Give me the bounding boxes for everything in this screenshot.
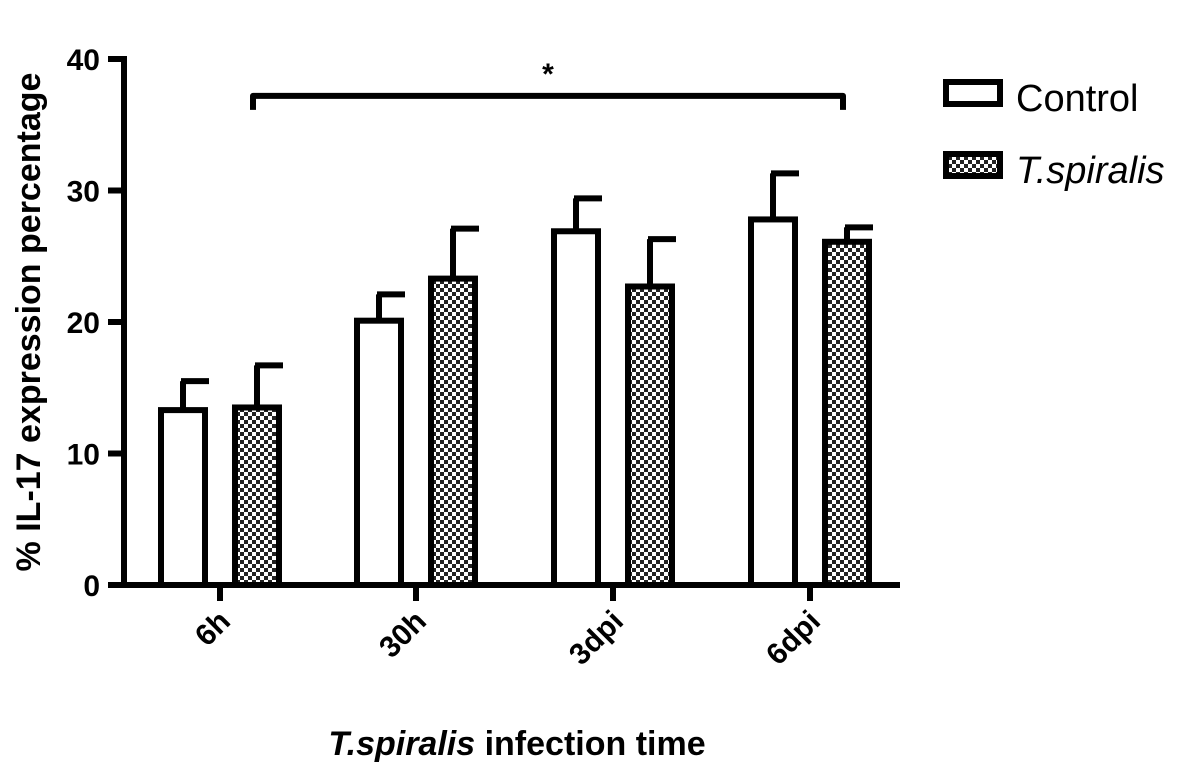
legend-swatch-control (943, 79, 1003, 107)
legend-label-tspiralis: T.spiralis (1016, 150, 1165, 192)
bar-control (748, 216, 798, 588)
bar-control (158, 407, 208, 589)
y-axis-title: % IL-17 expression percentage (10, 73, 48, 572)
x-tick-label: 3dpi (563, 605, 630, 672)
significance-label: * (542, 58, 554, 91)
bar-tspiralis (822, 238, 872, 588)
error-bars (180, 170, 873, 411)
x-axis-title: T.spiralis infection time (328, 725, 705, 763)
significance-line (250, 92, 846, 110)
bar-control (354, 317, 404, 588)
legend: Control T.spiralis (943, 78, 1165, 192)
x-tick-label: 6h (189, 605, 237, 653)
bars (158, 216, 872, 589)
legend-label-control: Control (1016, 78, 1139, 120)
x-ticks: 6h 30h 3dpi 6dpi (189, 585, 827, 672)
bar-control (551, 228, 601, 588)
y-tick-label: 0 (83, 570, 100, 603)
bar-tspiralis (625, 283, 675, 588)
bar-tspiralis (428, 275, 478, 588)
y-ticks: 0 10 20 30 40 (67, 44, 124, 603)
y-tick-label: 20 (67, 307, 100, 340)
significance-bracket: * (250, 58, 846, 110)
bar-tspiralis (232, 404, 282, 588)
x-axis-title-rest: infection time (475, 725, 705, 763)
x-tick-label: 30h (373, 605, 433, 665)
y-tick-label: 10 (67, 439, 100, 472)
x-axis-title-italic: T.spiralis (328, 725, 475, 763)
x-tick-label: 6dpi (760, 605, 827, 672)
y-tick-label: 30 (67, 176, 100, 209)
y-tick-label: 40 (67, 44, 100, 77)
legend-swatch-tspiralis (943, 151, 1003, 179)
